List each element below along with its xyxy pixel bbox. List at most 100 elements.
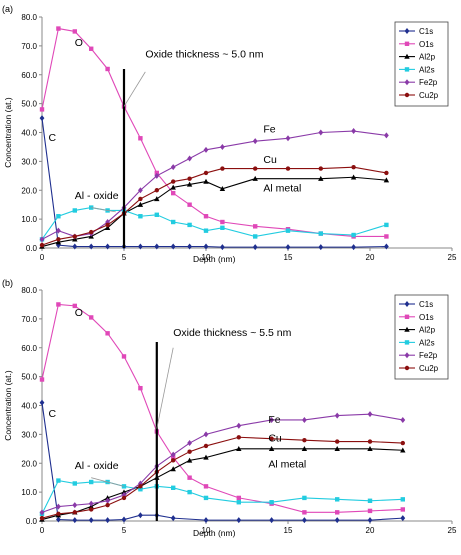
data-point-al2p [55,239,62,245]
data-point-cu2p [39,242,45,248]
data-point-cu2p [138,196,143,202]
legend-marker-al2p [404,326,410,332]
data-point-al2s [187,222,192,228]
x-tick-label: 10 [202,526,211,535]
data-point-al2s [318,231,323,236]
x-tick-label: 25 [448,253,457,262]
data-point-fe2p [203,431,209,438]
series-c1s [39,115,389,251]
data-point-cu2p [89,229,94,235]
data-point-al2p [186,181,193,187]
data-point-cu2p [56,237,61,242]
data-point-o1s [72,29,77,34]
data-point-cu2p [335,439,340,444]
data-point-cu2p [138,484,143,489]
legend-marker-al2s [404,340,410,345]
data-point-cu2p [302,437,307,443]
y-axis-title: Concentration (at.) [3,97,13,168]
data-point-fe2p [105,219,110,226]
series-fe2p [39,128,389,243]
legend-entry: Al2s [419,65,435,74]
data-point-cu2p [56,511,61,516]
y-tick-label: 70.0 [21,42,37,51]
legend-entry: C1s [419,300,433,309]
data-point-c1s [220,244,225,251]
data-point-o1s [367,508,373,514]
legend-entry: O1s [419,313,434,322]
annotation-label: Oxide thickness ~ 5.0 nm [145,48,263,60]
data-point-fe2p [220,143,225,150]
data-point-al2s [72,481,77,486]
data-point-c1s [187,243,192,250]
data-point-c1s [203,243,209,250]
data-point-cu2p [285,166,291,171]
data-point-al2p [104,495,111,501]
y-tick-label: 40.0 [21,129,37,138]
legend-marker-c1s [404,301,410,307]
data-point-al2s [138,214,143,219]
data-point-fe2p [105,497,110,504]
chart-panel-b: (b) 0.0 10.0 20.0 30.0 40.0 50.0 60.0 70.0 80.0 0 5… [2,278,457,538]
series-c1s [39,399,406,524]
data-point-al2s [203,495,209,501]
series-line-cu2p [41,436,403,519]
legend-box [394,21,449,107]
annotation-pointer [156,347,174,429]
data-point-cu2p [269,436,274,441]
x-tick-label: 15 [284,253,293,262]
data-point-c1s [318,244,324,251]
series-al2p [39,174,390,249]
data-point-cu2p [203,170,209,176]
data-point-al2p [383,177,390,183]
data-point-o1s [203,214,209,219]
series-cu2p [39,164,389,248]
x-axis-title: Depth (nm) [193,528,236,538]
data-point-al2p [252,175,258,181]
x-tick-label: 25 [448,526,457,535]
data-point-al2p [400,447,406,453]
data-point-al2s [269,500,274,505]
data-point-cu2p [318,166,323,171]
data-point-al2s [203,228,209,233]
data-point-cu2p [400,440,405,446]
data-point-al2p [301,446,308,452]
y-tick-label: 70.0 [21,315,37,324]
data-point-o1s [105,66,110,72]
data-point-fe2p [334,412,340,419]
data-point-al2s [220,225,225,230]
series-line-c1s [41,402,403,521]
data-point-fe2p [269,416,274,423]
legend-entry: Cu2p [419,364,439,373]
data-point-al2s [384,222,389,228]
legend-entry: C1s [419,27,433,36]
data-point-cu2p [105,502,110,508]
legend-marker-cu2p [404,92,410,98]
legend-entry: Al2p [419,326,436,335]
data-point-cu2p [203,443,209,449]
y-tick-label: 40.0 [21,402,37,411]
data-point-cu2p [72,510,78,515]
y-tick-label: 20.0 [21,459,37,468]
legend-box [394,294,449,380]
data-point-al2p [334,446,340,452]
data-point-c1s [72,243,78,250]
legend-entry: Fe2p [419,78,438,87]
data-point-fe2p [187,155,192,162]
data-point-fe2p [252,138,258,145]
series-al2s [39,205,389,242]
data-point-fe2p [367,411,373,418]
legend-marker-o1s [404,314,410,319]
data-point-cu2p [236,435,241,440]
data-point-al2s [253,234,258,239]
data-point-c1s [334,517,340,524]
data-point-al2s [302,495,307,501]
data-point-c1s [384,243,389,250]
y-tick-label: 50.0 [21,373,37,382]
data-point-cu2p [367,439,373,444]
data-point-al2p [236,446,242,452]
data-point-c1s [203,517,209,524]
data-point-al2p [121,489,127,495]
data-point-cu2p [351,164,356,170]
series-line-c1s [41,117,387,248]
data-point-cu2p [105,222,110,228]
